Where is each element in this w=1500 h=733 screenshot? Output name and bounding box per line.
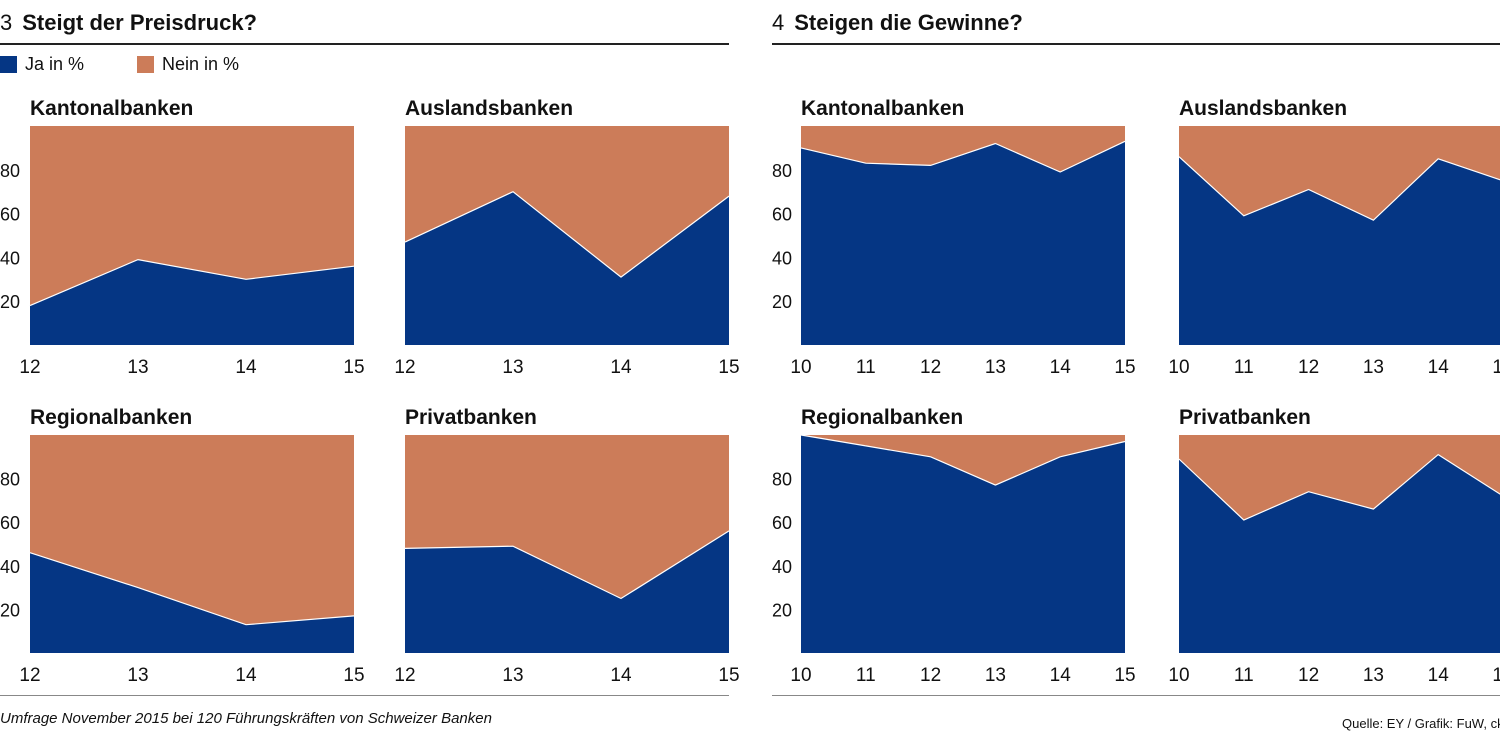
legend-label-nein: Nein in %	[162, 54, 240, 74]
x-tick-label: 15	[718, 665, 739, 686]
y-tick-label: 20	[772, 600, 792, 620]
x-tick-label: 12	[394, 357, 415, 378]
area-ja	[1179, 454, 1500, 653]
x-tick-label: 11	[1234, 665, 1254, 686]
area-ja	[1179, 156, 1500, 345]
x-tick-label: 13	[502, 357, 523, 378]
y-tick-label: 20	[0, 292, 20, 312]
x-tick-label: 11	[1234, 357, 1254, 378]
area-ja	[801, 141, 1125, 345]
panel-title: Auslandsbanken	[1179, 97, 1347, 120]
x-tick-label: 12	[19, 357, 40, 378]
panel-title: Auslandsbanken	[405, 97, 573, 120]
legend-swatch-nein	[137, 56, 154, 73]
x-tick-label: 14	[1428, 357, 1450, 378]
y-tick-label: 40	[0, 248, 20, 268]
bottom-rule-right	[772, 695, 1500, 696]
x-tick-label: 10	[1168, 665, 1189, 686]
panel-title: Privatbanken	[405, 406, 537, 429]
y-tick-label: 80	[0, 470, 20, 490]
x-tick-label: 12	[394, 665, 415, 686]
source-credit: Quelle: EY / Grafik: FuW, ck	[1342, 716, 1500, 731]
series-line-ja	[800, 140, 1126, 173]
series-line-ja	[404, 190, 730, 278]
section-number: 4	[772, 10, 785, 35]
y-tick-label: 80	[772, 161, 792, 181]
y-tick-label: 60	[772, 205, 792, 225]
x-tick-label: 14	[1050, 357, 1072, 378]
x-tick-label: 11	[856, 665, 876, 686]
x-tick-label: 15	[1492, 357, 1500, 378]
series-line-ja	[29, 552, 355, 626]
x-tick-label: 13	[127, 357, 148, 378]
series-line-ja	[1178, 453, 1500, 521]
x-tick-label: 14	[1428, 665, 1450, 686]
x-tick-label: 13	[1363, 665, 1384, 686]
x-tick-label: 13	[502, 665, 523, 686]
x-tick-label: 15	[1114, 357, 1135, 378]
x-tick-label: 14	[235, 665, 257, 686]
section-heading: Steigt der Preisdruck?	[22, 10, 257, 35]
section-title-4: 4 Steigen die Gewinne?	[772, 8, 1023, 38]
y-tick-label: 40	[0, 557, 20, 577]
area-ja	[30, 552, 354, 653]
x-tick-label: 15	[343, 357, 364, 378]
panel-title: Privatbanken	[1179, 406, 1311, 429]
panel-title: Kantonalbanken	[30, 97, 193, 120]
y-tick-label: 60	[0, 205, 20, 225]
section-heading: Steigen die Gewinne?	[794, 10, 1023, 35]
x-tick-label: 15	[718, 357, 739, 378]
y-tick-label: 20	[0, 600, 20, 620]
y-tick-label: 80	[772, 470, 792, 490]
x-tick-label: 13	[1363, 357, 1384, 378]
series-line-ja	[1178, 156, 1500, 221]
series-line-ja	[29, 258, 355, 307]
y-tick-label: 20	[772, 292, 792, 312]
x-tick-label: 10	[790, 665, 811, 686]
area-ja	[405, 530, 729, 653]
panel-title: Kantonalbanken	[801, 97, 964, 120]
x-tick-label: 13	[985, 665, 1006, 686]
x-tick-label: 13	[985, 357, 1006, 378]
x-tick-label: 14	[610, 357, 632, 378]
x-tick-label: 15	[343, 665, 364, 686]
header-rule-right	[772, 43, 1500, 45]
y-tick-label: 40	[772, 248, 792, 268]
y-tick-label: 80	[0, 161, 20, 181]
y-tick-label: 40	[772, 557, 792, 577]
area-ja	[801, 435, 1125, 653]
panel-title: Regionalbanken	[30, 406, 192, 429]
x-tick-label: 12	[19, 665, 40, 686]
legend-label-ja: Ja in %	[25, 54, 85, 74]
x-tick-label: 10	[790, 357, 811, 378]
x-tick-label: 12	[920, 665, 941, 686]
x-tick-label: 11	[856, 357, 876, 378]
bottom-rule-left	[0, 695, 729, 696]
panel-title: Regionalbanken	[801, 406, 963, 429]
section-title-3: 3 Steigt der Preisdruck?	[0, 8, 257, 38]
legend-swatch-ja	[0, 56, 17, 73]
x-tick-label: 12	[920, 357, 941, 378]
x-tick-label: 15	[1492, 665, 1500, 686]
footnote: Umfrage November 2015 bei 120 Führungskr…	[0, 710, 492, 727]
y-tick-label: 60	[0, 513, 20, 533]
x-tick-label: 12	[1298, 665, 1319, 686]
x-tick-label: 15	[1114, 665, 1135, 686]
y-tick-label: 60	[772, 513, 792, 533]
x-tick-label: 14	[1050, 665, 1072, 686]
x-tick-label: 13	[127, 665, 148, 686]
header-rule-left	[0, 43, 729, 45]
x-tick-label: 14	[235, 357, 257, 378]
section-number: 3	[0, 10, 13, 35]
x-tick-label: 12	[1298, 357, 1319, 378]
area-ja	[30, 259, 354, 345]
series-line-ja	[404, 530, 730, 600]
series-line-ja	[800, 434, 1126, 486]
x-tick-label: 10	[1168, 357, 1189, 378]
x-tick-label: 14	[610, 665, 632, 686]
area-ja	[405, 191, 729, 345]
